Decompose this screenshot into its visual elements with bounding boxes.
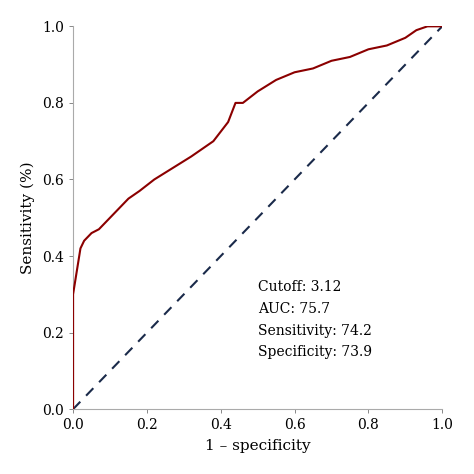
Text: Cutoff: 3.12
AUC: 75.7
Sensitivity: 74.2
Specificity: 73.9: Cutoff: 3.12 AUC: 75.7 Sensitivity: 74.2… (258, 280, 372, 359)
X-axis label: 1 – specificity: 1 – specificity (205, 439, 310, 453)
Y-axis label: Sensitivity (%): Sensitivity (%) (21, 162, 35, 274)
